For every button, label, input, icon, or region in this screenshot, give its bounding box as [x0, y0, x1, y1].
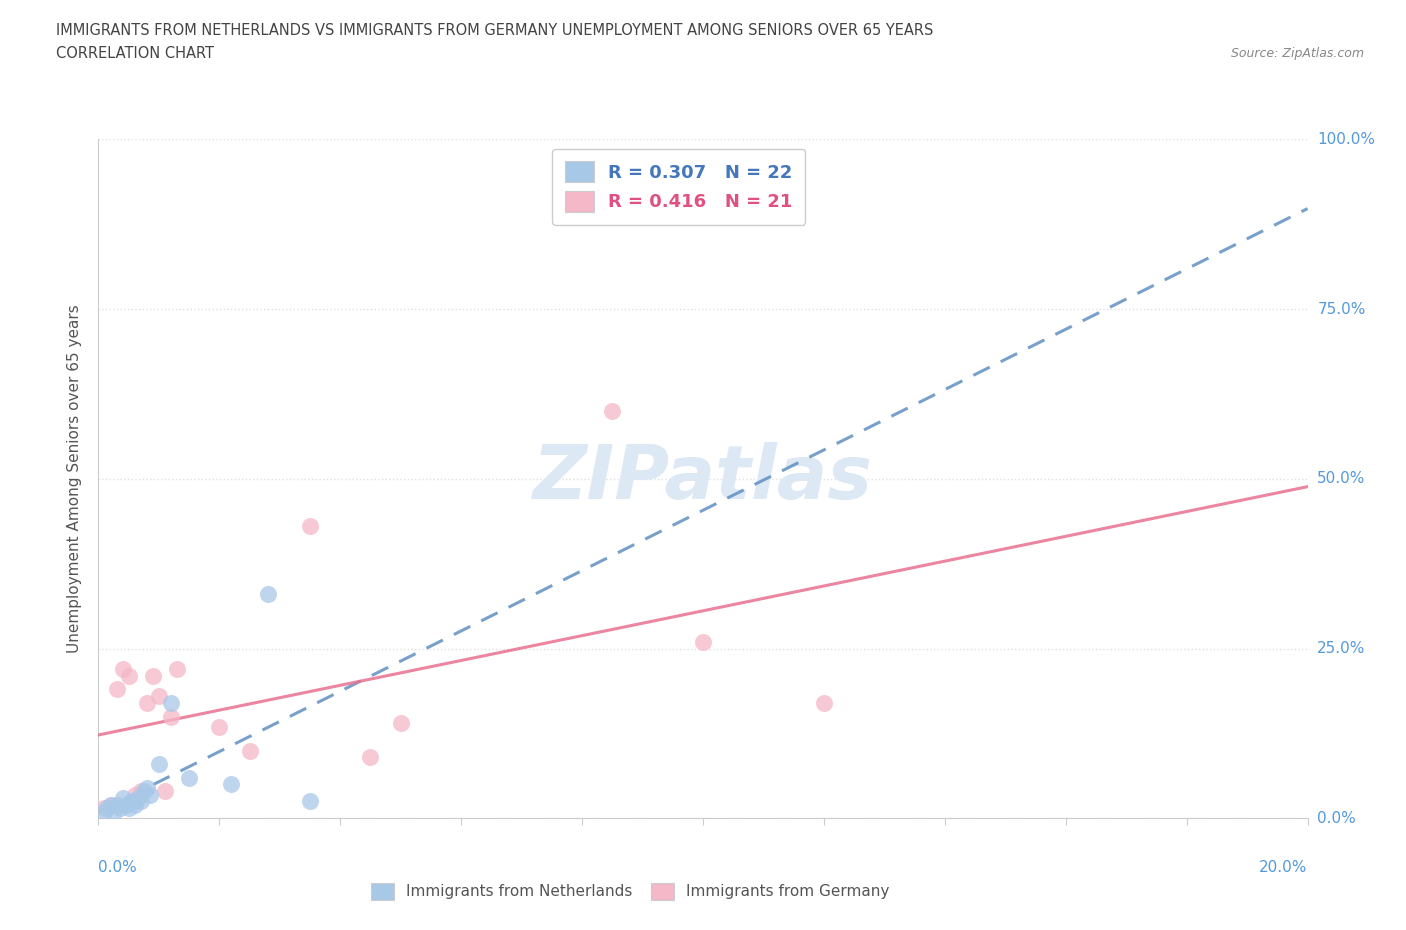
- Point: [153, 784, 176, 799]
- Point: [105, 797, 128, 812]
- Point: [208, 719, 231, 734]
- Point: [602, 404, 624, 418]
- Text: Source: ZipAtlas.com: Source: ZipAtlas.com: [1230, 46, 1364, 60]
- Point: [132, 784, 155, 799]
- Point: [100, 797, 122, 812]
- Point: [142, 669, 165, 684]
- Point: [108, 801, 131, 816]
- Point: [93, 804, 115, 819]
- Point: [135, 696, 157, 711]
- Y-axis label: Unemployment Among Seniors over 65 years: Unemployment Among Seniors over 65 years: [67, 305, 83, 653]
- Point: [239, 743, 262, 758]
- Text: 100.0%: 100.0%: [1317, 132, 1375, 147]
- Point: [127, 790, 149, 805]
- Point: [129, 784, 152, 799]
- Point: [299, 519, 322, 534]
- Point: [129, 794, 152, 809]
- Point: [121, 794, 143, 809]
- Text: 0.0%: 0.0%: [98, 860, 138, 875]
- Point: [148, 689, 170, 704]
- Text: 25.0%: 25.0%: [1317, 641, 1365, 657]
- Point: [692, 634, 714, 649]
- Point: [148, 757, 170, 772]
- Text: IMMIGRANTS FROM NETHERLANDS VS IMMIGRANTS FROM GERMANY UNEMPLOYMENT AMONG SENIOR: IMMIGRANTS FROM NETHERLANDS VS IMMIGRANT…: [56, 23, 934, 38]
- Point: [135, 780, 157, 795]
- Point: [179, 770, 201, 785]
- Point: [124, 797, 146, 812]
- Text: 0.0%: 0.0%: [1317, 811, 1355, 826]
- Point: [360, 750, 382, 764]
- Point: [100, 797, 122, 812]
- Text: CORRELATION CHART: CORRELATION CHART: [56, 46, 214, 61]
- Point: [96, 801, 118, 816]
- Text: 50.0%: 50.0%: [1317, 472, 1365, 486]
- Point: [160, 696, 183, 711]
- Text: 75.0%: 75.0%: [1317, 301, 1365, 317]
- Point: [118, 801, 141, 816]
- Point: [166, 661, 188, 676]
- Point: [139, 787, 162, 802]
- Text: 20.0%: 20.0%: [1260, 860, 1308, 875]
- Point: [256, 587, 278, 602]
- Point: [299, 794, 322, 809]
- Text: ZIPatlas: ZIPatlas: [533, 443, 873, 515]
- Point: [111, 790, 134, 805]
- Point: [118, 669, 141, 684]
- Point: [124, 787, 146, 802]
- Point: [221, 777, 243, 792]
- Point: [93, 801, 115, 816]
- Point: [111, 661, 134, 676]
- Legend: Immigrants from Netherlands, Immigrants from Germany: Immigrants from Netherlands, Immigrants …: [366, 877, 896, 906]
- Point: [813, 696, 835, 711]
- Point: [160, 709, 183, 724]
- Point: [389, 716, 412, 731]
- Point: [114, 797, 136, 812]
- Point: [103, 804, 125, 819]
- Point: [105, 682, 128, 697]
